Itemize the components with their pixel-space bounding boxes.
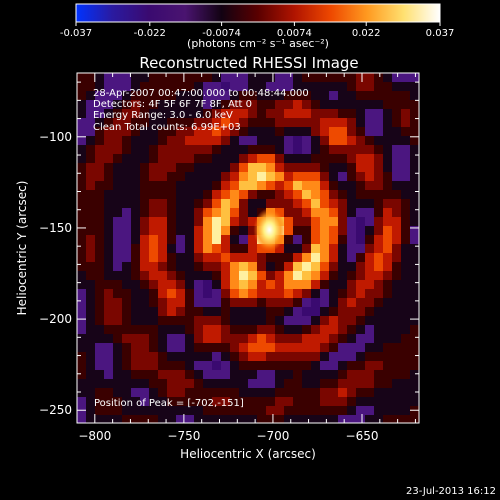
info-line-detectors: Detectors: 4F 5F 6F 7F 8F, Att 0 [93,99,252,110]
info-line-time: 28-Apr-2007 00:47:00.000 to 00:48:44.000 [93,88,309,99]
colorbar-tick-label: -0.022 [134,28,166,39]
colorbar-tick-label: 0.022 [352,28,381,39]
info-line-energy: Energy Range: 3.0 - 6.0 keV [93,110,233,121]
y-tick-label: −250 [39,403,72,417]
x-tick-label: −800 [78,429,111,443]
x-axis-label: Heliocentric X (arcsec) [180,447,316,461]
chart-title: Reconstructed RHESSI Image [139,54,358,72]
x-tick-label: −700 [256,429,289,443]
colorbar-tick-label: 0.037 [426,28,455,39]
plot-frame [76,72,420,424]
colorbar-unit-label: (photons cm⁻² s⁻¹ asec⁻²) [187,37,329,50]
colorbar [75,3,441,23]
colorbar-tick-label: 0.0074 [277,28,312,39]
peak-position-label: Position of Peak = [-702,-151] [94,398,244,409]
x-tick-label: −650 [346,429,379,443]
footer-timestamp: 23-Jul-2013 16:12 [406,486,496,497]
colorbar-ticks: -0.037 -0.022 -0.0074 0.0074 0.022 0.037 [60,22,454,39]
y-tick-label: −200 [39,312,72,326]
info-line-counts: Clean Total counts: 6.99E+03 [93,122,241,133]
colorbar-tick-label: -0.037 [60,28,92,39]
y-tick-label: −150 [39,221,72,235]
axes: −800 −750 −700 −650 −100 −150 −200 −250 [39,73,419,443]
y-tick-label: −100 [39,130,72,144]
info-block: 28-Apr-2007 00:47:00.000 to 00:48:44.000… [93,88,309,133]
peak-spot [253,207,286,252]
y-axis-label: Heliocentric Y (arcsec) [15,181,29,316]
heatmap-image [77,73,419,423]
colorbar-tick-label: -0.0074 [202,28,241,39]
x-tick-label: −750 [167,429,200,443]
